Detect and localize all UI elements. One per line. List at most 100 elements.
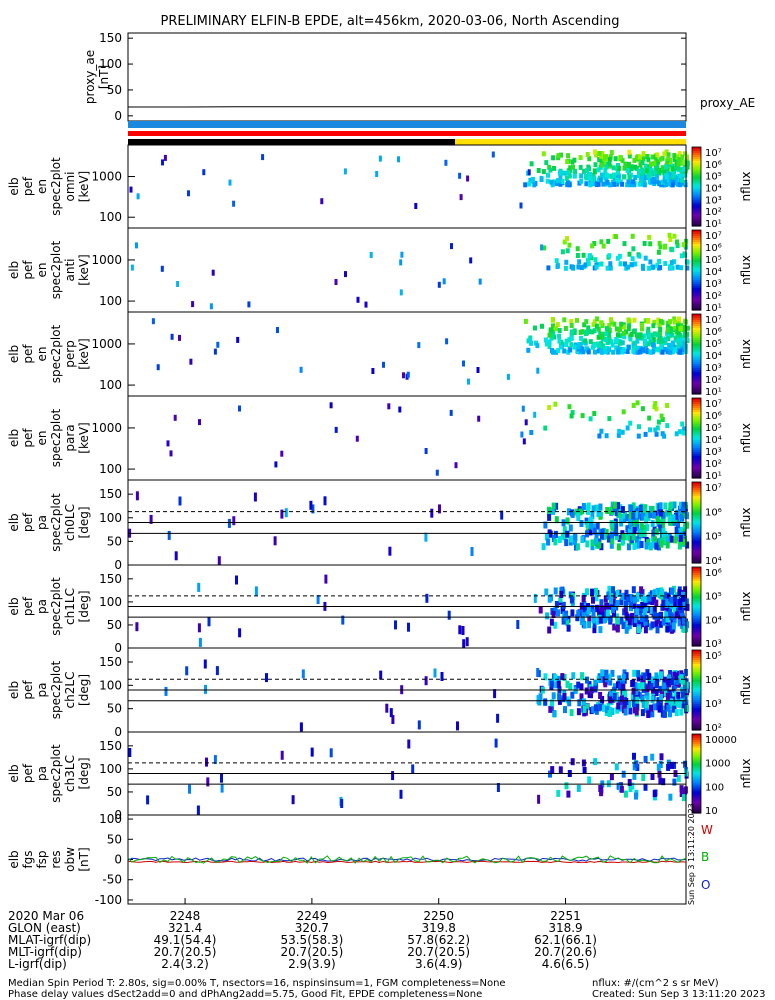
- heatmap-cell: [665, 403, 670, 408]
- heatmap-cell: [220, 773, 223, 783]
- heatmap-cell: [616, 502, 621, 510]
- heatmap-cell: [622, 592, 627, 600]
- colorbar-segment: [692, 436, 701, 439]
- heatmap-cell: [659, 343, 664, 349]
- heatmap-cell: [676, 774, 681, 782]
- heatmap-cell: [658, 180, 663, 186]
- heatmap-cell: [205, 757, 208, 767]
- colorbar-segment: [692, 284, 701, 287]
- heatmap-cell: [562, 526, 567, 534]
- colorbar-tick-label: 10⁶: [705, 411, 722, 422]
- heatmap-cell: [663, 244, 667, 250]
- heatmap-cell: [590, 511, 595, 519]
- footer-created: Created: Sun Sep 3 13:11:20 2023: [592, 989, 765, 1000]
- heatmap-cell: [659, 540, 664, 548]
- heatmap-cell: [591, 321, 596, 327]
- heatmap-cell: [685, 704, 689, 712]
- colorbar-segment: [692, 170, 701, 174]
- heatmap-cell: [672, 157, 677, 162]
- colorbar-tick-label: 10²: [705, 459, 722, 470]
- heatmap-cell: [594, 587, 598, 595]
- heatmap-cell: [609, 519, 614, 527]
- y-tick-label: 0: [114, 808, 122, 822]
- y-axis-label-line: pa: [35, 683, 49, 698]
- heatmap-cell: [546, 172, 550, 178]
- heatmap-cell: [614, 509, 619, 517]
- heatmap-cell: [632, 182, 637, 188]
- colorbar-label: nflux: [739, 423, 753, 453]
- heatmap-cell: [593, 257, 598, 263]
- y-tick-label: 50: [107, 83, 122, 97]
- colorbar-segment: [692, 558, 701, 562]
- colorbar-tick-label: 10⁴: [705, 267, 722, 278]
- heatmap-cell: [660, 155, 665, 161]
- heatmap-cell: [566, 790, 571, 798]
- colorbar-label: nflux: [739, 759, 753, 789]
- heatmap-cell: [493, 689, 497, 699]
- colorbar-segment: [692, 714, 701, 717]
- heatmap-cell: [606, 535, 611, 543]
- heatmap-cell: [675, 165, 680, 171]
- legend-b: B: [701, 850, 709, 864]
- heatmap-cell: [556, 153, 561, 159]
- heatmap-cell: [579, 178, 584, 184]
- heatmap-cell: [572, 533, 577, 541]
- heatmap-cell: [477, 415, 481, 422]
- heatmap-cell: [466, 175, 470, 182]
- heatmap-cell: [679, 514, 684, 522]
- heatmap-cell: [657, 170, 662, 176]
- heatmap-cell: [606, 337, 611, 343]
- heatmap-cell: [632, 542, 637, 550]
- colorbar-tick-label: 10⁷: [705, 399, 722, 410]
- heatmap-cell: [679, 526, 683, 534]
- heatmap-cell: [641, 685, 646, 693]
- heatmap-cell: [643, 783, 648, 791]
- heatmap-cell: [642, 600, 647, 608]
- heatmap-cell: [603, 611, 608, 619]
- heatmap-cell: [599, 605, 604, 613]
- heatmap-cell: [658, 685, 663, 693]
- y-axis-label-line: elb: [7, 764, 21, 782]
- colorbar-segment: [692, 568, 701, 572]
- heatmap-cell: [677, 157, 682, 162]
- heatmap-cell: [216, 341, 220, 348]
- heatmap-cell: [202, 169, 206, 176]
- heatmap-cell: [588, 528, 593, 536]
- colorbar-segment: [692, 260, 701, 263]
- colorbar-segment: [692, 514, 701, 518]
- colorbar-segment: [692, 686, 701, 689]
- colorbar-segment: [692, 360, 701, 363]
- heatmap-cell: [551, 611, 556, 618]
- heatmap-cell: [164, 686, 168, 696]
- heatmap-cell: [672, 501, 677, 509]
- heatmap-cell: [648, 164, 653, 170]
- heatmap-cell: [329, 748, 333, 758]
- colorbar-label: nflux: [739, 339, 753, 369]
- heatmap-cell: [631, 687, 636, 695]
- heatmap-cell: [621, 533, 626, 540]
- heatmap-cell: [683, 333, 688, 339]
- heatmap-cell: [657, 322, 662, 328]
- colorbar-segment: [692, 476, 701, 479]
- heatmap-cell: [612, 501, 617, 509]
- heatmap-cell: [677, 181, 682, 187]
- colorbar-segment: [692, 783, 701, 786]
- heatmap-cell: [678, 173, 683, 179]
- heatmap-cell: [604, 675, 609, 683]
- heatmap-cell: [496, 713, 500, 723]
- axis-row-value: 62.1(66.1): [534, 933, 597, 947]
- heatmap-cell: [609, 592, 614, 600]
- heatmap-cell: [598, 626, 603, 634]
- heatmap-cell: [623, 605, 628, 613]
- y-axis-label-line: en: [35, 431, 49, 446]
- heatmap-cell: [389, 708, 393, 718]
- heatmap-cell: [568, 347, 573, 353]
- heatmap-cell: [611, 349, 616, 355]
- colorbar-segment: [692, 747, 701, 751]
- heatmap-cell: [630, 233, 635, 239]
- heatmap-cell: [613, 156, 618, 162]
- heatmap-cell: [676, 607, 680, 615]
- colorbar-segment: [692, 546, 701, 550]
- heatmap-cell: [666, 152, 671, 158]
